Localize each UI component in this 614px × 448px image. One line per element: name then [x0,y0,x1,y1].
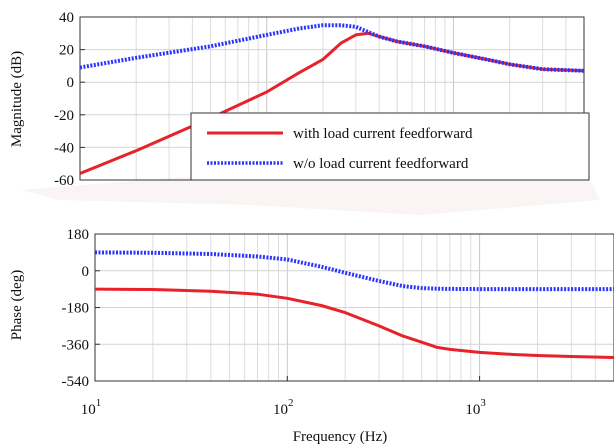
frequency-xlabel: Frequency (Hz) [293,429,388,445]
phase-ytick-label: 180 [67,227,90,243]
magnitude-ytick-label: -60 [54,173,74,189]
magnitude-series-with-feedforward [80,31,584,175]
legend-label-without-ff: w/o load current feedforward [293,156,469,172]
xtick-label: 103 [465,397,486,418]
phase-axes-frame [94,233,614,382]
phase-series-with-feedforward [95,287,614,359]
legend-box [190,112,590,181]
magnitude-series-without-feedforward [80,23,584,73]
magnitude-ytick-label: 40 [59,10,74,26]
magnitude-ytick-label: -20 [54,108,74,124]
phase-series-without-feedforward [95,250,614,292]
magnitude-ytick-label: -40 [54,140,74,156]
phase-ytick-label: 0 [82,264,90,280]
magnitude-ytick-label: 0 [67,75,75,91]
magnitude-ylabel: Magnitude (dB) [9,51,25,147]
phase-ytick-label: -180 [62,301,90,317]
xtick-label: 101 [81,397,102,418]
phase-panel: 180 0 -180 -360 -540 101 102 103 [62,227,614,418]
phase-ylabel: Phase (deg) [9,270,25,340]
phase-ytick-label: -360 [62,337,90,353]
legend: with load current feedforward w/o load c… [190,112,590,181]
phase-ytick-label: -540 [62,374,90,390]
magnitude-ytick-label: 20 [59,43,74,59]
legend-label-with-ff: with load current feedforward [293,126,473,142]
xtick-label: 102 [273,397,294,418]
